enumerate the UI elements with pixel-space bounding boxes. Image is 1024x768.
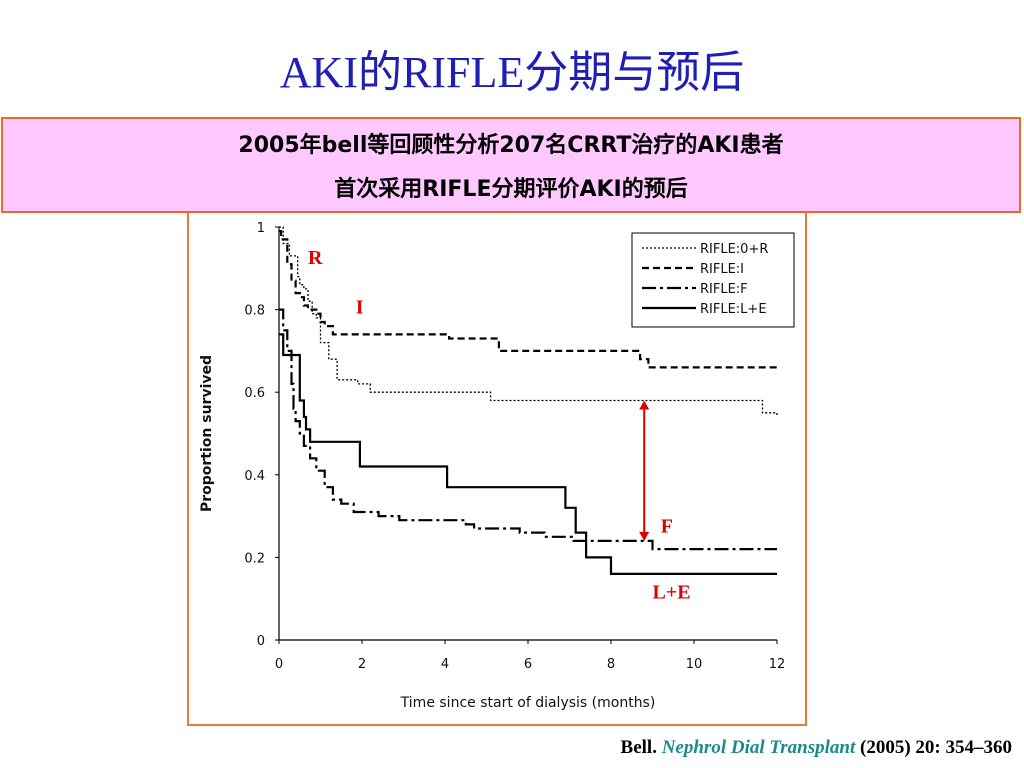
chart-frame: 0 0.2 0.4 0.6 0.8 1 0 2 4 6 8 10 12 Time since start …: [187, 213, 807, 726]
series-line-1: [279, 230, 777, 369]
legend-label-0: RIFLE:0+R: [700, 242, 768, 257]
y-axis-label: Proportion survived: [199, 355, 215, 512]
banner-line-2: 首次采用RIFLE分期评价AKI的预后: [334, 177, 688, 202]
x-tick-label: 6: [524, 657, 532, 672]
x-tick-label: 0: [275, 657, 283, 672]
y-tick-label: 0.6: [244, 386, 265, 401]
y-tick-label: 0.8: [244, 304, 265, 319]
y-tick-label: 0: [257, 634, 265, 649]
legend-label-3: RIFLE:L+E: [700, 302, 767, 317]
citation-journal: Nephrol Dial Transplant: [661, 737, 856, 758]
summary-banner: 2005年bell等回顾性分析207名CRRT治疗的AKI患者 首次采用RIFL…: [1, 117, 1021, 213]
y-tick-label: 0.4: [244, 469, 265, 484]
x-tick-label: 4: [441, 657, 449, 672]
series-line-2: [279, 308, 777, 551]
arrow-head-top: [639, 400, 650, 410]
annotation-label-2: F: [661, 516, 673, 538]
arrow-head-bottom: [639, 531, 650, 541]
slide-title: AKI的RIFLE分期与预后: [279, 48, 745, 97]
citation-details: (2005) 20: 354–360: [860, 737, 1012, 758]
y-tick-label: 1: [257, 221, 265, 236]
legend-label-2: RIFLE:F: [700, 282, 748, 297]
banner-line-1: 2005年bell等回顾性分析207名CRRT治疗的AKI患者: [238, 133, 784, 158]
x-tick-label: 8: [607, 657, 615, 672]
annotation-label-1: I: [356, 297, 364, 319]
legend-label-1: RIFLE:I: [700, 262, 744, 277]
x-tick-label: 10: [686, 657, 703, 672]
x-tick-label: 2: [358, 657, 366, 672]
citation: Bell. Nephrol Dial Transplant (2005) 20:…: [621, 737, 1012, 759]
annotation-label-0: R: [308, 247, 323, 269]
series-line-0: [279, 226, 778, 417]
legend-box: [631, 232, 795, 328]
series-line-3: [279, 333, 777, 575]
x-axis-label: Time since start of dialysis (months): [400, 695, 656, 711]
annotation-label-3: L+E: [653, 582, 691, 604]
citation-author: Bell.: [620, 737, 657, 758]
x-tick-label: 12: [769, 657, 786, 672]
y-tick-label: 0.2: [244, 551, 265, 566]
